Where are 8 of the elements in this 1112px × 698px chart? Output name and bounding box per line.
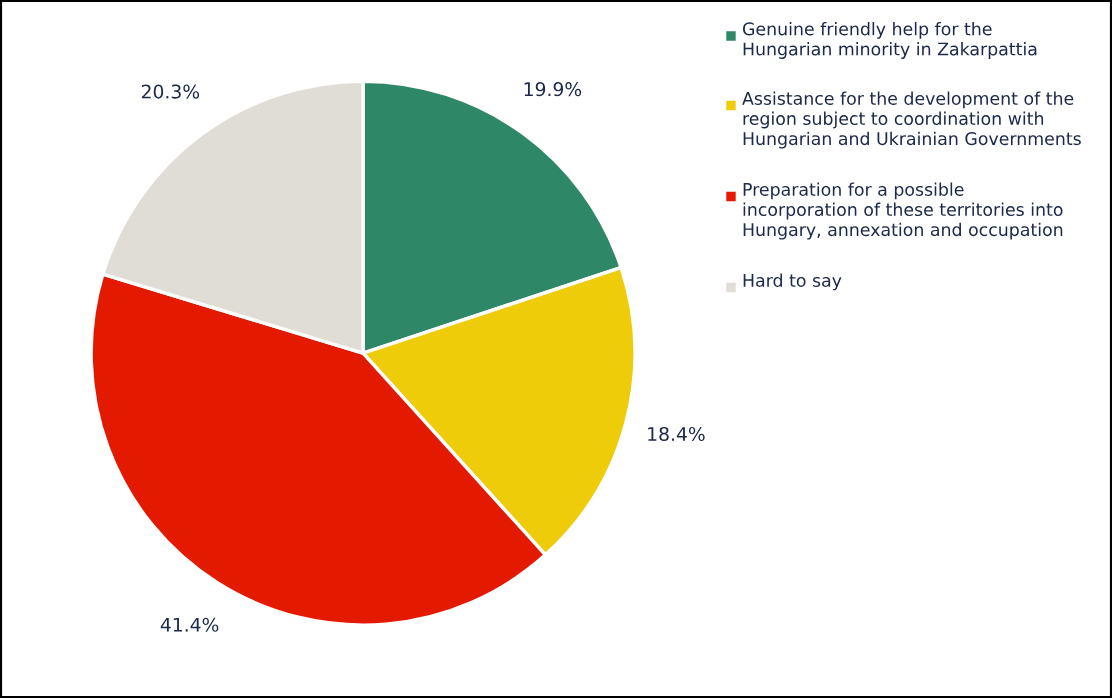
legend-label: Preparation for a possible incorporation of these territories into Hungary, annexation and occupation bbox=[743, 182, 1063, 240]
data-label: 41.4% bbox=[160, 617, 219, 632]
data-label: 18.4% bbox=[648, 426, 705, 442]
data-label: 19.9% bbox=[524, 82, 582, 97]
legend-label: Genuine friendly help for the Hungarian minority in Zakarpattia bbox=[742, 22, 1037, 59]
data-label: 20.3% bbox=[141, 84, 200, 99]
legend-label: Hard to say bbox=[743, 273, 842, 291]
legend-label: Assistance for the development of the region subject to coordination with Hungarian and Ukrainian Governments bbox=[742, 91, 1081, 149]
